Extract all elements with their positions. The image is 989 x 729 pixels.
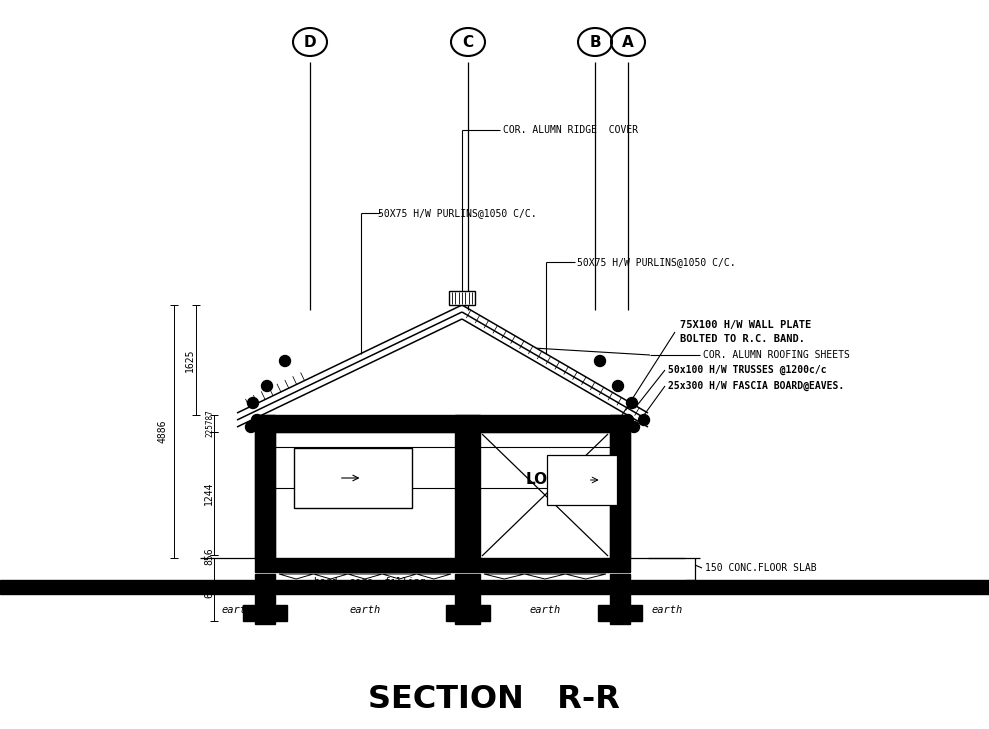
Text: earth: earth [529,605,561,615]
Bar [455,415,480,558]
Circle shape [245,421,256,432]
Text: 225787: 225787 [205,410,214,437]
Text: 25x300 H/W FASCIA BOARD@EAVES.: 25x300 H/W FASCIA BOARD@EAVES. [668,381,845,391]
Circle shape [247,397,258,408]
Text: 50X75 H/W PURLINS@1050 C/C.: 50X75 H/W PURLINS@1050 C/C. [378,208,537,218]
Text: 600: 600 [204,581,214,599]
Text: COR. ALUMN ROOFING SHEETS: COR. ALUMN ROOFING SHEETS [703,350,850,360]
Text: 1244: 1244 [204,482,214,505]
Circle shape [626,397,638,408]
Text: SECURITY
LOUNGE: SECURITY LOUNGE [334,464,411,496]
Circle shape [612,381,623,391]
Text: B: B [589,34,600,50]
Text: A: A [622,34,634,50]
Bar [455,574,480,624]
Circle shape [251,415,262,426]
Bar [255,574,275,624]
Text: hard  core  filling: hard core filling [315,577,426,587]
Text: earth: earth [652,605,683,615]
Circle shape [622,415,634,426]
Text: 50x100 H/W TRUSSES @1200c/c: 50x100 H/W TRUSSES @1200c/c [668,365,827,375]
Bar [255,415,275,558]
Bar [598,605,642,621]
Text: 150 CONC.FLOOR SLAB: 150 CONC.FLOOR SLAB [705,563,817,573]
Bar [610,574,630,624]
Circle shape [280,356,291,367]
Circle shape [594,356,605,367]
Text: 50X75 H/W PURLINS@1050 C/C.: 50X75 H/W PURLINS@1050 C/C. [577,257,736,267]
Text: COR. ALUMN RIDGE  COVER: COR. ALUMN RIDGE COVER [503,125,638,135]
Text: 75X100 H/W WALL PLATE
BOLTED TO R.C. BAND.: 75X100 H/W WALL PLATE BOLTED TO R.C. BAN… [680,321,811,343]
Text: LOB.: LOB. [525,472,565,488]
Bar [445,605,490,621]
Text: SECTION   R-R: SECTION R-R [368,685,620,715]
Bar [547,455,617,505]
Text: D: D [304,34,316,50]
Bar [255,558,630,572]
Bar [294,448,412,508]
Bar [255,415,630,432]
Text: 1625: 1625 [185,348,195,372]
Bar [610,415,630,558]
Bar [243,605,287,621]
Bar [449,291,475,305]
Text: earth: earth [349,605,381,615]
Bar [0,580,989,594]
Text: 856: 856 [204,547,214,565]
Circle shape [628,421,640,432]
Text: earth: earth [222,605,253,615]
Text: 4886: 4886 [157,420,167,443]
Text: C: C [463,34,474,50]
Circle shape [639,415,650,426]
Circle shape [261,381,273,391]
